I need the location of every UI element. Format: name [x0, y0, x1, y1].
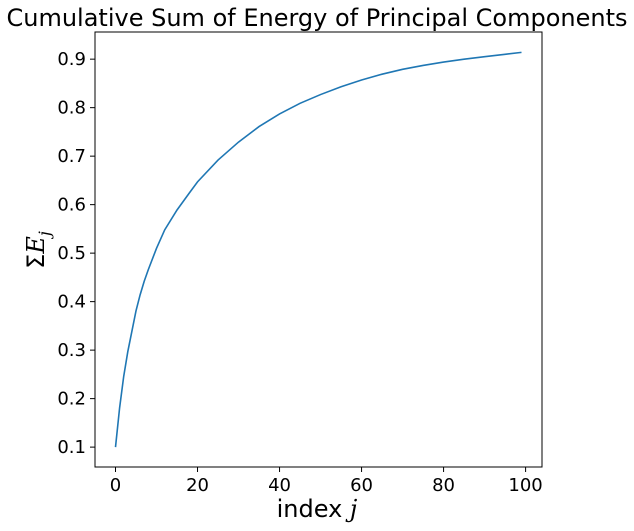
y-axis-label: ΣEj	[22, 231, 54, 269]
x-axis-label-prefix: index	[277, 495, 350, 523]
x-axis-label: index j	[277, 495, 358, 523]
y-tick-label: 0.8	[57, 98, 86, 119]
y-tick-label: 0.9	[57, 49, 86, 70]
x-tick-label: 20	[186, 475, 209, 496]
y-tick-label: 0.7	[57, 146, 86, 167]
y-tick-label: 0.6	[57, 195, 86, 216]
y-tick-label: 0.3	[57, 340, 86, 361]
plot-area	[94, 31, 543, 468]
y-tick-label: 0.5	[57, 243, 86, 264]
x-tick-label: 100	[508, 475, 542, 496]
chart-title: Cumulative Sum of Energy of Principal Co…	[7, 4, 628, 32]
y-tick-label: 0.4	[57, 292, 86, 313]
series-line	[114, 51, 522, 448]
y-tick-label: 0.1	[57, 437, 86, 458]
y-tick-label: 0.2	[57, 389, 86, 410]
y-axis: 0.1 0.2 0.3 0.4 0.5 0.6 0.7 0.8 0.9	[57, 49, 95, 458]
x-tick-label: 40	[268, 475, 291, 496]
x-tick-label: 60	[350, 475, 373, 496]
y-axis-label-subscript: j	[35, 231, 54, 239]
x-tick-label: 0	[110, 475, 121, 496]
x-tick-label: 80	[432, 475, 455, 496]
x-axis: 0 20 40 60 80 100	[110, 467, 543, 496]
y-axis-label-sigma: Σ	[22, 254, 50, 269]
y-axis-label-variable: E	[22, 236, 50, 255]
